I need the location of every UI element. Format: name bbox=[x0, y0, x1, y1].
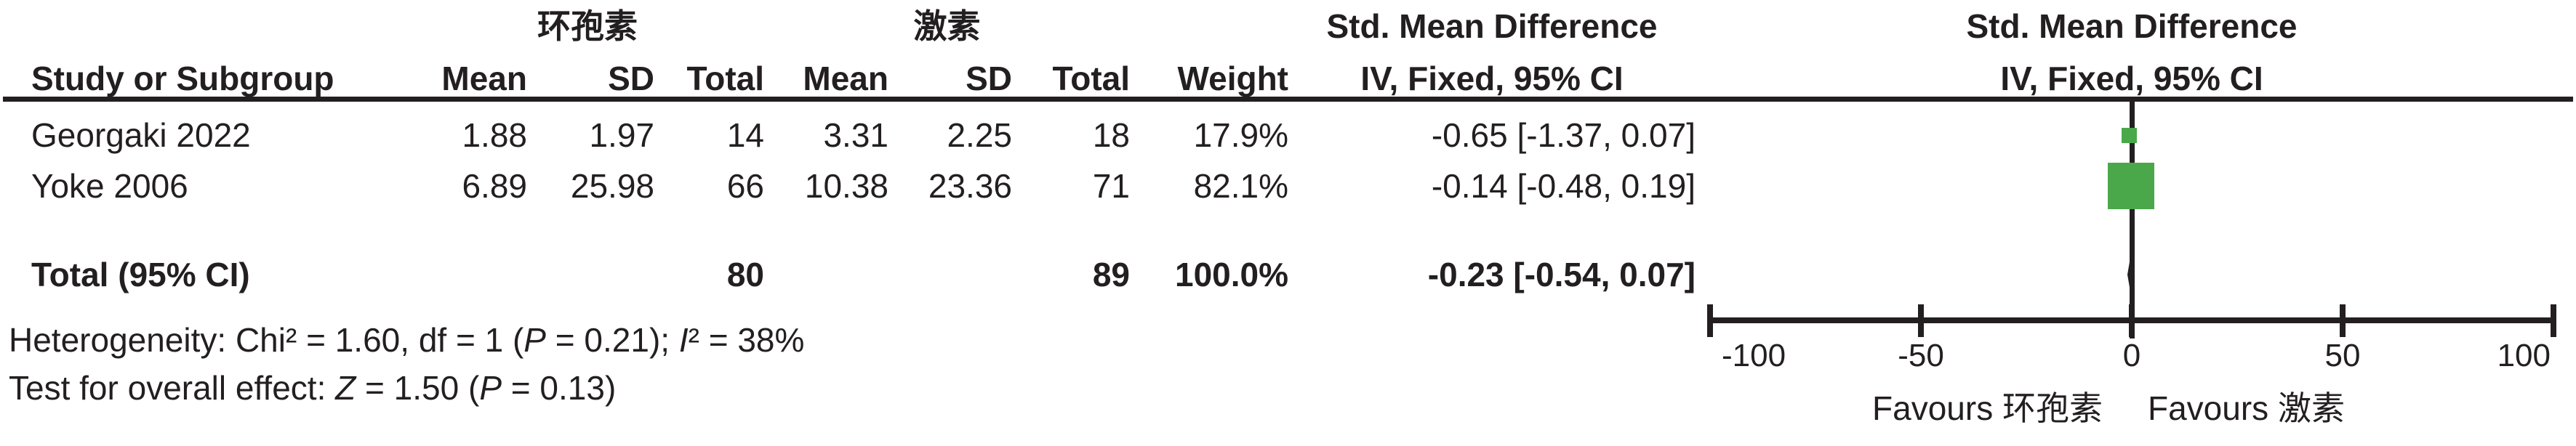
axis-tick-label: -100 bbox=[1722, 338, 1786, 373]
favours-right-label: Favours 激素 bbox=[2148, 389, 2345, 427]
axis-tick bbox=[1918, 304, 1924, 337]
axis-tick bbox=[1707, 304, 1713, 337]
favours-left-label: Favours 环孢素 bbox=[1872, 389, 2103, 427]
total2-sum: 89 bbox=[1092, 256, 1130, 293]
axis-tick-label: -50 bbox=[1898, 338, 1944, 373]
col-sd-group1: SD bbox=[608, 60, 654, 97]
plot-subtitle: IV, Fixed, 95% CI bbox=[2000, 60, 2263, 97]
weight-sum: 100.0% bbox=[1174, 256, 1288, 293]
total-diamond bbox=[2127, 254, 2135, 296]
col-effect-ci: IV, Fixed, 95% CI bbox=[1360, 60, 1624, 97]
het-mid: = 0.21); bbox=[545, 321, 679, 359]
total1-sum: 80 bbox=[726, 256, 764, 293]
plot-title: Std. Mean Difference bbox=[1966, 7, 2298, 45]
col-study-or-subgroup: Study or Subgroup bbox=[31, 60, 334, 97]
het-i-symbol: I bbox=[678, 321, 689, 359]
axis-tick-label: 50 bbox=[2324, 338, 2361, 373]
total1-value: 14 bbox=[726, 116, 764, 154]
eff-mid: = 1.50 ( bbox=[356, 369, 480, 407]
ci-value: -0.14 [-0.48, 0.19] bbox=[1431, 167, 1696, 205]
col-mean-group1: Mean bbox=[441, 60, 527, 97]
zero-line bbox=[2130, 102, 2135, 338]
col-weight: Weight bbox=[1177, 60, 1288, 97]
study-square bbox=[2121, 127, 2137, 143]
weight-value: 82.1% bbox=[1193, 167, 1288, 205]
het-prefix: Heterogeneity: Chi² = 1.60, df = 1 ( bbox=[9, 321, 524, 359]
total1-value: 66 bbox=[726, 167, 764, 205]
axis-tick-label: 100 bbox=[2497, 338, 2551, 373]
overall-effect-text: Test for overall effect: Z = 1.50 (P = 0… bbox=[9, 366, 616, 410]
study-name: Yoke 2006 bbox=[31, 167, 188, 205]
total-ci-value: -0.23 [-0.54, 0.07] bbox=[1427, 256, 1696, 293]
eff-prefix: Test for overall effect: bbox=[9, 369, 336, 407]
axis-tick bbox=[2340, 304, 2346, 337]
column-header-row: Study or Subgroup Mean SD Total Mean SD … bbox=[0, 57, 1696, 100]
total2-value: 18 bbox=[1092, 116, 1130, 154]
group-header-row: 环孢素 激素 Std. Mean Difference bbox=[0, 4, 1696, 48]
eff-p-symbol: P bbox=[479, 369, 502, 407]
sd1-value: 25.98 bbox=[570, 167, 654, 205]
col-sd-group2: SD bbox=[966, 60, 1012, 97]
mean1-value: 1.88 bbox=[462, 116, 527, 154]
axis-tick-label: 0 bbox=[2122, 338, 2141, 373]
weight-value: 17.9% bbox=[1193, 116, 1288, 154]
total-row: Total (95% CI) 80 89 100.0% -0.23 [-0.54… bbox=[0, 253, 1696, 296]
axis-tick bbox=[2551, 304, 2556, 337]
total-label: Total (95% CI) bbox=[31, 256, 250, 293]
eff-z-symbol: Z bbox=[335, 369, 356, 407]
total2-value: 71 bbox=[1092, 167, 1130, 205]
mean2-value: 3.31 bbox=[823, 116, 888, 154]
study-name: Georgaki 2022 bbox=[31, 116, 251, 154]
het-suffix: ² = 38% bbox=[688, 321, 805, 359]
col-total-group2: Total bbox=[1052, 60, 1130, 97]
sd2-value: 23.36 bbox=[928, 167, 1012, 205]
effect-header: Std. Mean Difference bbox=[1326, 7, 1658, 45]
heterogeneity-text: Heterogeneity: Chi² = 1.60, df = 1 (P = … bbox=[9, 318, 804, 362]
sd2-value: 2.25 bbox=[947, 116, 1012, 154]
col-mean-group2: Mean bbox=[803, 60, 888, 97]
eff-suffix: = 0.13) bbox=[502, 369, 617, 407]
sd1-value: 1.97 bbox=[589, 116, 654, 154]
axis-tick bbox=[2129, 304, 2135, 337]
header-underline bbox=[3, 97, 2573, 102]
table-row: Yoke 2006 6.89 25.98 66 10.38 23.36 71 8… bbox=[0, 164, 1696, 208]
group2-header: 激素 bbox=[913, 7, 981, 45]
ci-value: -0.65 [-1.37, 0.07] bbox=[1431, 116, 1696, 154]
mean2-value: 10.38 bbox=[804, 167, 888, 205]
mean1-value: 6.89 bbox=[462, 167, 527, 205]
study-square bbox=[2108, 163, 2155, 209]
het-p-symbol: P bbox=[523, 321, 546, 359]
col-total-group1: Total bbox=[686, 60, 764, 97]
group1-header: 环孢素 bbox=[537, 7, 638, 45]
table-row: Georgaki 2022 1.88 1.97 14 3.31 2.25 18 … bbox=[0, 113, 1696, 157]
